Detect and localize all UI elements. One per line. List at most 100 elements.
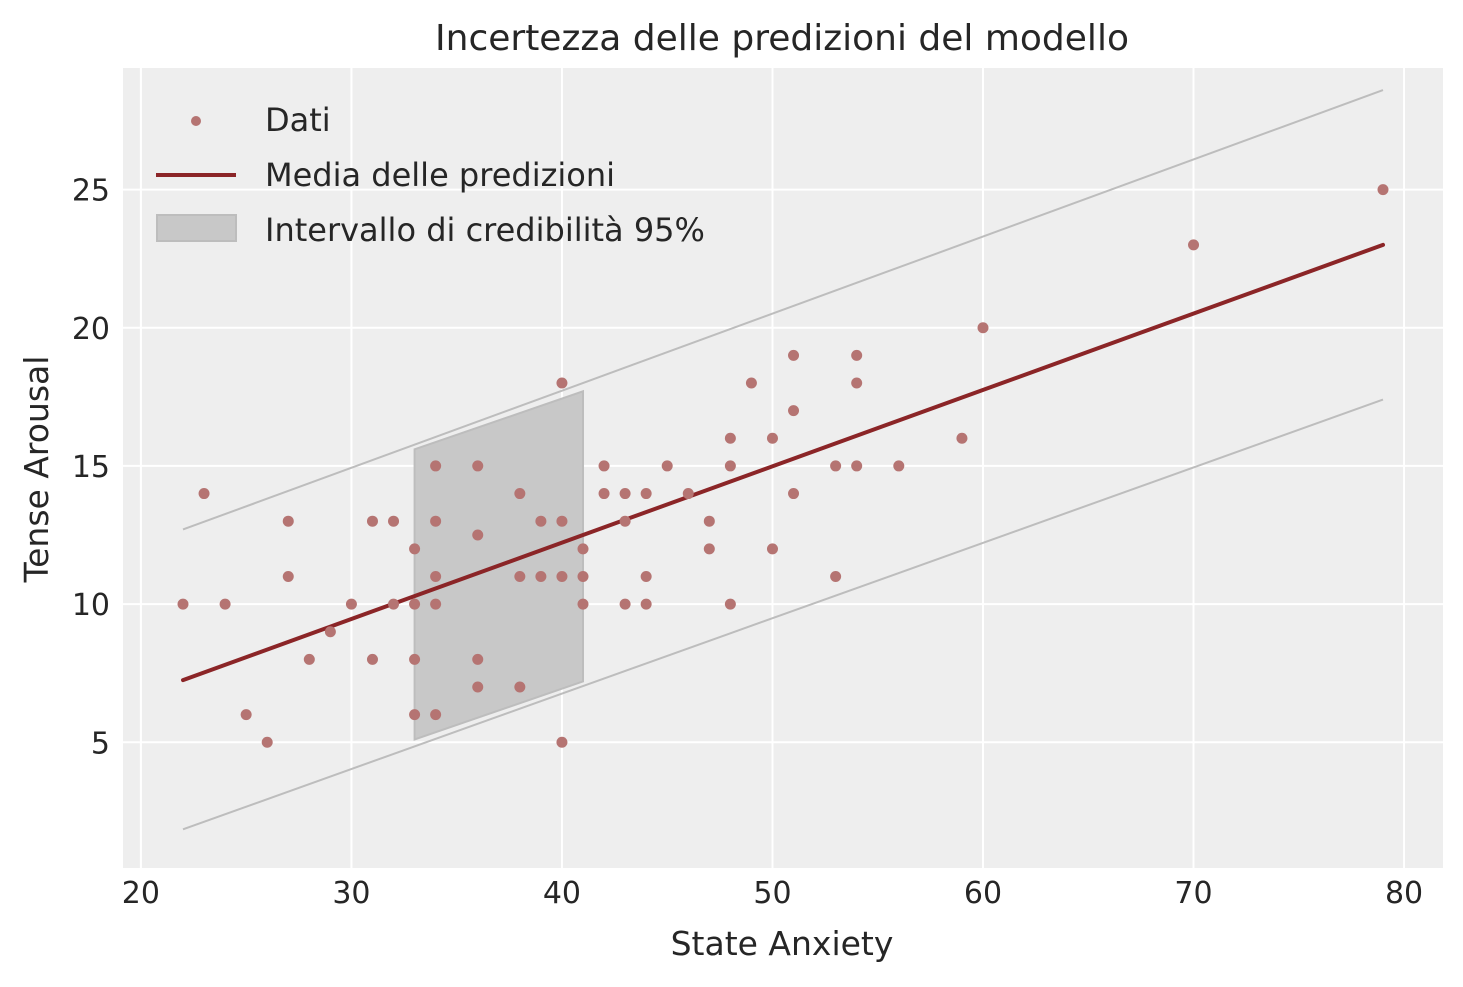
data-point — [409, 653, 421, 665]
interval-lower-line — [182, 398, 1384, 831]
data-point — [956, 432, 968, 444]
data-point — [556, 377, 568, 389]
y-tick-label: 15 — [72, 450, 110, 485]
data-point — [577, 543, 589, 555]
data-point — [282, 570, 294, 582]
data-point — [282, 515, 294, 527]
data-point — [766, 432, 778, 444]
data-point — [556, 736, 568, 748]
data-point — [788, 488, 800, 500]
y-tick-label: 5 — [91, 726, 110, 761]
data-point — [703, 543, 715, 555]
x-tick-label: 30 — [332, 876, 370, 911]
interval-upper-line — [182, 89, 1384, 531]
data-point — [472, 653, 484, 665]
data-point — [535, 515, 547, 527]
y-tick-label: 20 — [72, 312, 110, 347]
data-point — [177, 598, 189, 610]
data-points — [177, 184, 1389, 748]
y-axis-label: Tense Arousal — [17, 356, 56, 584]
legend: Dati Media delle predizioni Intervallo d… — [156, 101, 705, 249]
data-point — [303, 653, 315, 665]
data-point — [430, 460, 442, 472]
data-point — [198, 488, 210, 500]
data-point — [830, 460, 842, 472]
data-point — [598, 460, 610, 472]
data-point — [430, 515, 442, 527]
data-point — [324, 626, 336, 638]
x-tick-label: 40 — [543, 876, 581, 911]
data-point — [598, 488, 610, 500]
data-point — [514, 570, 526, 582]
x-tick-label: 70 — [1174, 876, 1212, 911]
y-tick-label: 10 — [72, 588, 110, 623]
data-point — [556, 570, 568, 582]
data-point — [430, 709, 442, 721]
data-point — [409, 543, 421, 555]
data-point — [851, 460, 863, 472]
chart-title: Incertezza delle predizioni del modello — [435, 18, 1129, 59]
data-point — [619, 488, 631, 500]
mean-line-layer — [181, 242, 1385, 683]
data-point — [345, 598, 357, 610]
data-point — [388, 598, 400, 610]
data-point — [788, 349, 800, 361]
data-point — [366, 515, 378, 527]
data-point — [851, 377, 863, 389]
legend-label-intervallo: Intervallo di credibilità 95% — [265, 211, 705, 249]
data-point — [830, 570, 842, 582]
data-point — [577, 570, 589, 582]
data-point — [472, 681, 484, 693]
data-point — [724, 598, 736, 610]
data-point — [240, 709, 252, 721]
data-point — [640, 598, 652, 610]
data-point — [682, 488, 694, 500]
x-tick-label: 60 — [964, 876, 1002, 911]
legend-label-media: Media delle predizioni — [265, 156, 615, 194]
data-point — [893, 460, 905, 472]
data-point — [556, 515, 568, 527]
x-tick-label: 80 — [1385, 876, 1423, 911]
y-tick-label: 25 — [72, 174, 110, 209]
legend-label-dati: Dati — [265, 101, 331, 139]
data-point — [724, 460, 736, 472]
data-point — [219, 598, 231, 610]
data-point — [430, 570, 442, 582]
data-point — [472, 460, 484, 472]
data-point — [977, 322, 989, 334]
legend-marker-dati — [191, 116, 201, 126]
data-point — [1377, 184, 1389, 196]
data-point — [409, 709, 421, 721]
x-tick-label: 50 — [753, 876, 791, 911]
data-point — [619, 515, 631, 527]
data-point — [619, 598, 631, 610]
data-point — [388, 515, 400, 527]
data-point — [535, 570, 547, 582]
data-point — [261, 736, 273, 748]
data-point — [703, 515, 715, 527]
x-axis-label: State Anxiety — [671, 924, 894, 963]
data-point — [514, 488, 526, 500]
data-point — [788, 405, 800, 417]
data-point — [472, 529, 484, 541]
data-point — [366, 653, 378, 665]
data-point — [766, 543, 778, 555]
x-tick-labels: 20 30 40 50 60 70 80 — [122, 876, 1423, 911]
data-point — [661, 460, 673, 472]
data-point — [1188, 239, 1200, 251]
data-point — [724, 432, 736, 444]
y-tick-labels: 5 10 15 20 25 — [72, 174, 110, 762]
data-point — [430, 598, 442, 610]
mean-prediction-line — [181, 242, 1385, 683]
legend-patch-intervallo — [156, 214, 237, 242]
data-point — [514, 681, 526, 693]
data-point — [640, 570, 652, 582]
data-point — [409, 598, 421, 610]
x-tick-label: 20 — [122, 876, 160, 911]
data-point — [745, 377, 757, 389]
data-point — [577, 598, 589, 610]
plot-background — [123, 68, 1443, 868]
data-point — [851, 349, 863, 361]
